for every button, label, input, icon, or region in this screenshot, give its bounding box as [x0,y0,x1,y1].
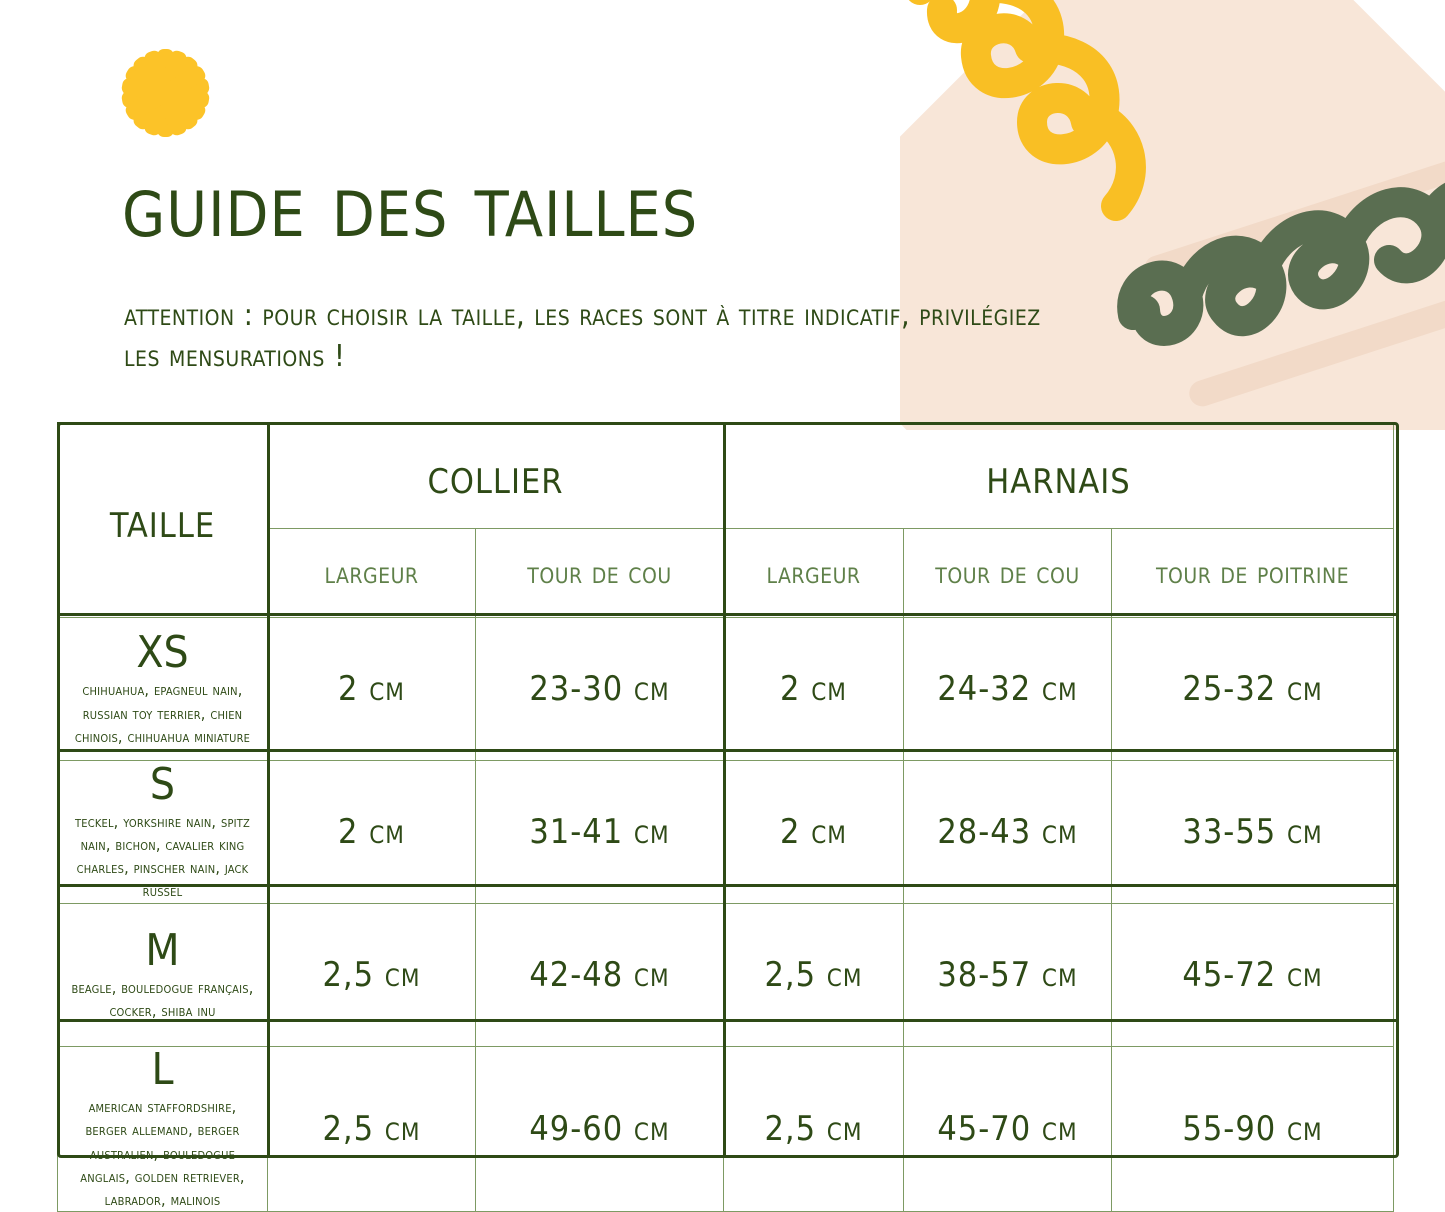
beige-stripe [1185,252,1445,410]
size-label: M [145,924,180,976]
cell-collier-tour-de-cou: 31-41 cm [475,760,724,904]
header-harnais: Harnais [722,422,1395,529]
cell-harnais-tour-de-cou: 28-43 cm [903,760,1112,904]
cell-harnais-tour-de-cou: 38-57 cm [903,903,1112,1047]
cell-harnais-largeur: 2,5 cm [723,903,904,1047]
cell-collier-tour-de-cou: 23-30 cm [475,617,724,761]
cell-size: XS Chihuahua, Epagneul nain, Russian Toy… [57,617,268,761]
subheader-collier-largeur: Largeur [267,528,476,618]
cell-collier-largeur: 2,5 cm [267,1045,476,1212]
header-taille: Taille [57,422,268,618]
cell-harnais-tour-de-poitrine: 33-55 cm [1110,760,1395,904]
size-label: XS [136,627,189,679]
cell-harnais-largeur: 2 cm [723,617,904,761]
table-row: M Beagle, Bouledogue français, Cocker, S… [57,903,1395,1047]
page-title: Guide des Tailles [122,154,699,257]
cell-harnais-tour-de-cou: 24-32 cm [903,617,1112,761]
cell-harnais-tour-de-poitrine: 55-90 cm [1110,1045,1395,1212]
breed-list: American Staffordshire, Berger allemand,… [80,1097,245,1209]
table-sub-header-row: Largeur Tour de cou Largeur Tour de cou … [58,528,1395,618]
subheader-collier-tour-de-cou: Tour de cou [475,528,724,618]
cell-harnais-tour-de-poitrine: 25-32 cm [1110,617,1395,761]
breed-list: Chihuahua, Epagneul nain, Russian Toy Te… [74,680,251,746]
breed-list: Beagle, Bouledogue français, Cocker, Shi… [71,977,254,1021]
page-subtitle: Attention : Pour choisir la taille, les … [124,298,1041,374]
cell-harnais-tour-de-cou: 45-70 cm [903,1045,1112,1212]
breed-list: Teckel, Yorkshire nain, Spitz nain, Bich… [75,811,250,901]
cell-collier-largeur: 2 cm [267,760,476,904]
size-label: S [149,758,176,810]
cell-harnais-largeur: 2,5 cm [723,1045,904,1212]
beige-stripe [1142,136,1445,281]
table-row: S Teckel, Yorkshire nain, Spitz nain, Bi… [57,758,1395,904]
yellow-spiral-squiggle [900,0,1220,290]
header-collier: Collier [267,422,724,529]
subheader-harnais-tour-de-poitrine: Tour de Poitrine [1110,528,1395,618]
cell-harnais-largeur: 2 cm [723,760,904,904]
cell-collier-tour-de-cou: 49-60 cm [475,1045,724,1212]
yellow-asterisk-icon [118,46,212,140]
table-row: L American Staffordshire, Berger alleman… [57,1044,1395,1212]
subheader-harnais-tour-de-cou: Tour de cou [903,528,1112,618]
subheader-harnais-largeur: Largeur [723,528,904,618]
size-guide-table: Taille Collier Harnais Largeur Tour de c… [57,422,1395,1212]
table-row: XS Chihuahua, Epagneul nain, Russian Toy… [57,617,1395,761]
green-spiral-squiggle [1115,100,1445,360]
cell-size: M Beagle, Bouledogue français, Cocker, S… [57,903,268,1047]
cell-harnais-tour-de-poitrine: 45-72 cm [1110,903,1395,1047]
table-group-header-row: Taille Collier Harnais [57,422,1395,618]
cell-size: S Teckel, Yorkshire nain, Spitz nain, Bi… [57,758,268,904]
size-label: L [151,1044,174,1095]
cell-size: L American Staffordshire, Berger alleman… [57,1044,268,1212]
cell-collier-largeur: 2 cm [267,617,476,761]
cell-collier-largeur: 2,5 cm [267,903,476,1047]
cell-collier-tour-de-cou: 42-48 cm [475,903,724,1047]
